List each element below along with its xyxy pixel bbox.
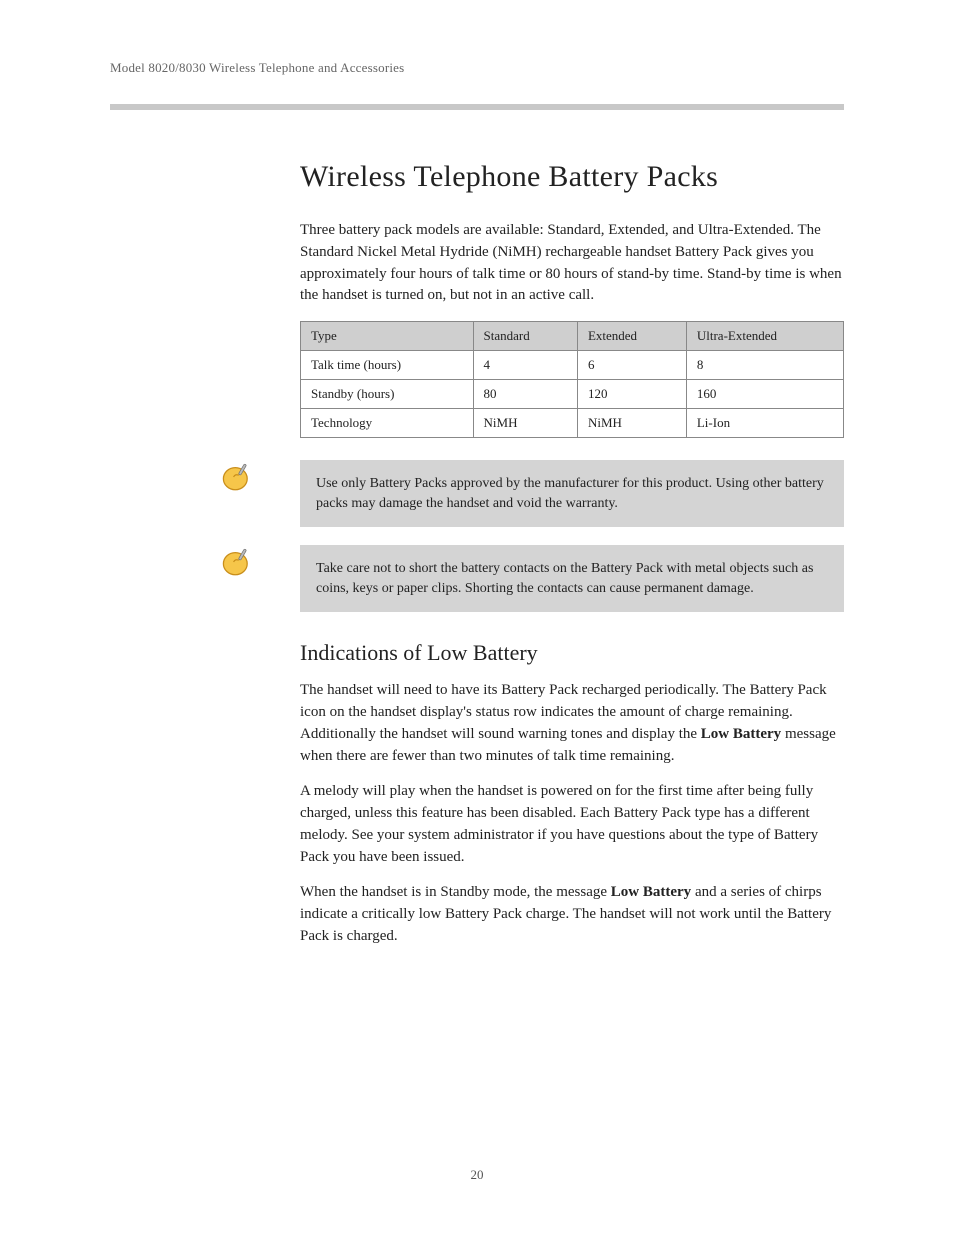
note-text: Use only Battery Packs approved by the m… [300, 460, 844, 527]
note-callout: Use only Battery Packs approved by the m… [110, 460, 844, 527]
table-cell: 8 [686, 351, 843, 380]
table-header-row: Type Standard Extended Ultra-Extended [301, 322, 844, 351]
table-header-cell: Extended [577, 322, 686, 351]
table-cell: 160 [686, 380, 843, 409]
para-text: When the handset is in Standby mode, the… [300, 884, 611, 900]
table-cell: 120 [577, 380, 686, 409]
table-cell: Technology [301, 409, 474, 438]
table-cell: Li-Ion [686, 409, 843, 438]
note-callout: Take care not to short the battery conta… [110, 545, 844, 612]
low-battery-label: Low Battery [611, 884, 691, 900]
table-header-cell: Standard [473, 322, 577, 351]
table-row: Talk time (hours) 4 6 8 [301, 351, 844, 380]
page-number: 20 [471, 1167, 484, 1183]
page-title: Wireless Telephone Battery Packs [300, 160, 844, 194]
body-paragraph: When the handset is in Standby mode, the… [300, 882, 844, 947]
table-header-cell: Ultra-Extended [686, 322, 843, 351]
table-cell: Standby (hours) [301, 380, 474, 409]
body-paragraph: The handset will need to have its Batter… [300, 680, 844, 767]
content-column-2: Indications of Low Battery The handset w… [300, 640, 844, 947]
table-cell: Talk time (hours) [301, 351, 474, 380]
table-cell: 6 [577, 351, 686, 380]
content-column: Wireless Telephone Battery Packs Three b… [300, 160, 844, 438]
table-cell: NiMH [577, 409, 686, 438]
table-row: Technology NiMH NiMH Li-Ion [301, 409, 844, 438]
table-cell: 4 [473, 351, 577, 380]
intro-paragraph: Three battery pack models are available:… [300, 220, 844, 307]
table-row: Standby (hours) 80 120 160 [301, 380, 844, 409]
table-header-cell: Type [301, 322, 474, 351]
low-battery-label: Low Battery [701, 726, 781, 742]
note-pin-icon [220, 545, 254, 579]
note-pin-icon [220, 460, 254, 494]
note-icon-cell [110, 545, 300, 579]
body-paragraph: A melody will play when the handset is p… [300, 781, 844, 868]
page: Model 8020/8030 Wireless Telephone and A… [0, 0, 954, 1235]
note-icon-cell [110, 460, 300, 494]
table-cell: NiMH [473, 409, 577, 438]
battery-table: Type Standard Extended Ultra-Extended Ta… [300, 321, 844, 438]
running-head: Model 8020/8030 Wireless Telephone and A… [110, 60, 844, 76]
table-cell: 80 [473, 380, 577, 409]
note-text: Take care not to short the battery conta… [300, 545, 844, 612]
header-rule [110, 104, 844, 110]
section-heading: Indications of Low Battery [300, 640, 844, 666]
